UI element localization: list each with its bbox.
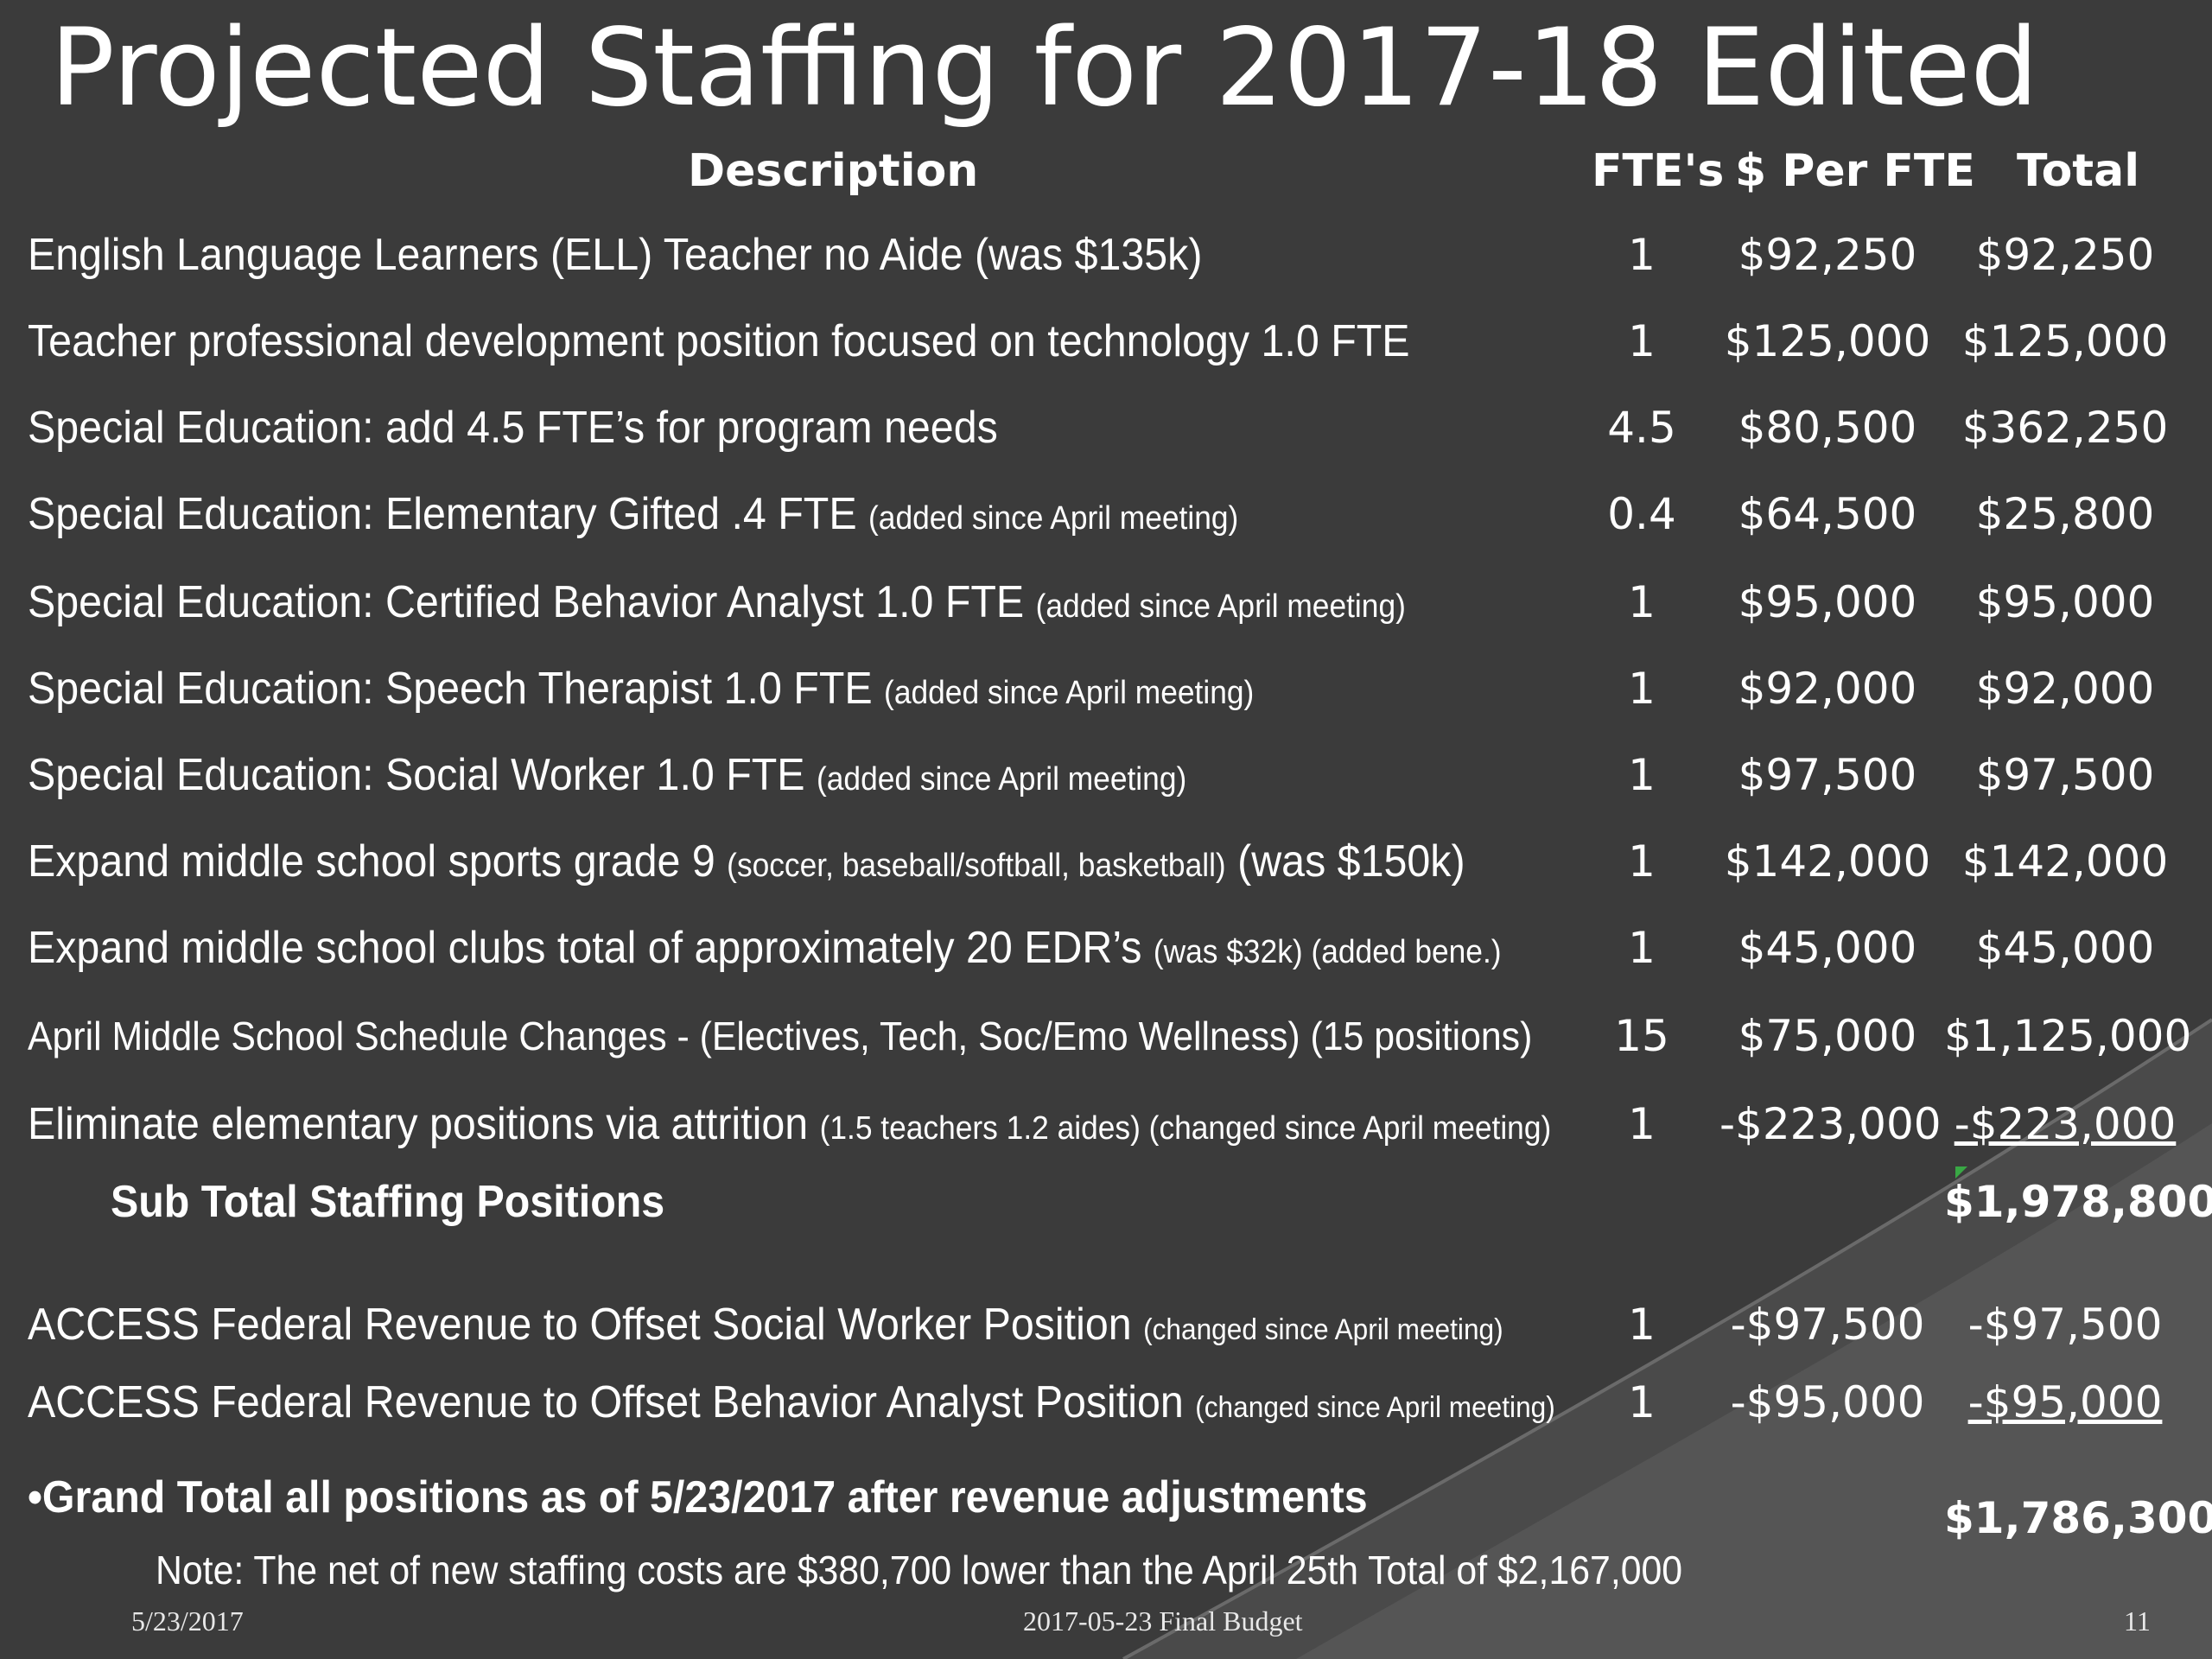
- row-description: ACCESS Federal Revenue to Offset Social …: [28, 1300, 1503, 1350]
- table-row: April Middle School Schedule Changes - (…: [0, 1006, 2212, 1066]
- table-row: Special Education: add 4.5 FTE’s for pro…: [0, 397, 2212, 458]
- row-description: Expand middle school sports grade 9 (soc…: [28, 836, 1465, 887]
- row-per-fte: $95,000: [1738, 577, 1917, 627]
- table-row: Special Education: Certified Behavior An…: [0, 572, 2212, 632]
- row-per-fte: $92,000: [1738, 664, 1917, 714]
- row-description: Special Education: add 4.5 FTE’s for pro…: [28, 403, 998, 453]
- row-fte: 1: [1628, 750, 1656, 800]
- subtotal-row: Sub Total Staffing Positions $1,978,800: [0, 1172, 2212, 1232]
- row-per-fte: $142,000: [1724, 836, 1931, 887]
- row-fte: 1: [1628, 664, 1656, 714]
- row-fte: 1: [1628, 1300, 1656, 1350]
- row-fte: 4.5: [1607, 403, 1676, 453]
- footer-date: 5/23/2017: [131, 1605, 244, 1637]
- row-description: Special Education: Certified Behavior An…: [28, 577, 1406, 627]
- row-tail: (was $150k): [1237, 836, 1465, 887]
- row-description: Special Education: Social Worker 1.0 FTE…: [28, 750, 1187, 800]
- table-row: Teacher professional development positio…: [0, 311, 2212, 372]
- row-total: -$223,000: [1954, 1099, 2177, 1149]
- row-total: $142,000: [1961, 836, 2169, 887]
- row-fte: 1: [1628, 836, 1656, 887]
- grand-total-row: •Grand Total all positions as of 5/23/20…: [0, 1467, 2212, 1528]
- row-description: Eliminate elementary positions via attri…: [28, 1099, 1552, 1149]
- row-note: (added since April meeting): [868, 500, 1239, 537]
- header-ftes: FTE's: [1592, 145, 1725, 197]
- row-description: Special Education: Elementary Gifted .4 …: [28, 489, 1239, 539]
- row-description: Expand middle school clubs total of appr…: [28, 923, 1502, 973]
- row-fte: 15: [1614, 1011, 1669, 1061]
- table-row: Expand middle school sports grade 9 (soc…: [0, 831, 2212, 892]
- slide-title: Projected Staffing for 2017-18 Edited: [50, 6, 2039, 130]
- row-fte: 1: [1628, 230, 1656, 280]
- row-note: (added since April meeting): [1035, 588, 1406, 625]
- row-total: $125,000: [1961, 316, 2169, 366]
- row-per-fte: $64,500: [1738, 489, 1917, 539]
- row-note: (was $32k) (added bene.): [1153, 934, 1502, 970]
- table-row: Special Education: Speech Therapist 1.0 …: [0, 658, 2212, 719]
- row-total: $97,500: [1975, 750, 2155, 800]
- row-total: $25,800: [1975, 489, 2155, 539]
- row-note: (changed since April meeting): [1195, 1391, 1555, 1424]
- revenue-row: ACCESS Federal Revenue to Offset Social …: [0, 1294, 2212, 1355]
- table-row: Special Education: Elementary Gifted .4 …: [0, 484, 2212, 544]
- row-per-fte: -$223,000: [1719, 1099, 1942, 1149]
- row-total: $1,125,000: [1944, 1011, 2192, 1061]
- table-row: English Language Learners (ELL) Teacher …: [0, 225, 2212, 285]
- row-per-fte: $80,500: [1738, 403, 1917, 453]
- row-per-fte: $125,000: [1724, 316, 1931, 366]
- row-total: -$95,000: [1967, 1377, 2163, 1427]
- row-total: $92,000: [1975, 664, 2155, 714]
- row-fte: 0.4: [1607, 489, 1676, 539]
- row-per-fte: -$95,000: [1730, 1377, 1925, 1427]
- row-description: Special Education: Speech Therapist 1.0 …: [28, 664, 1255, 714]
- subtotal-total: $1,978,800: [1944, 1177, 2212, 1227]
- row-per-fte: -$97,500: [1730, 1300, 1925, 1350]
- row-description: ACCESS Federal Revenue to Offset Behavio…: [28, 1377, 1555, 1427]
- grand-total-value: $1,786,300: [1944, 1493, 2212, 1543]
- header-description: Description: [688, 145, 979, 197]
- row-fte: 1: [1628, 923, 1656, 973]
- row-note: (added since April meeting): [884, 675, 1255, 711]
- table-row: Special Education: Social Worker 1.0 FTE…: [0, 745, 2212, 805]
- footer-title: 2017-05-23 Final Budget: [1023, 1605, 1303, 1637]
- row-per-fte: $97,500: [1738, 750, 1917, 800]
- row-per-fte: $75,000: [1738, 1011, 1917, 1061]
- table-row: Eliminate elementary positions via attri…: [0, 1094, 2212, 1154]
- subtotal-label: Sub Total Staffing Positions: [111, 1177, 665, 1227]
- row-note: (soccer, baseball/softball, basketball): [727, 848, 1226, 884]
- row-per-fte: $45,000: [1738, 923, 1917, 973]
- table-row: Expand middle school clubs total of appr…: [0, 918, 2212, 978]
- revenue-row: ACCESS Federal Revenue to Offset Behavio…: [0, 1372, 2212, 1433]
- row-per-fte: $92,250: [1738, 230, 1917, 280]
- row-total: -$97,500: [1967, 1300, 2163, 1350]
- footer-page-number: 11: [2124, 1605, 2151, 1637]
- row-fte: 1: [1628, 577, 1656, 627]
- header-per-fte: $ Per FTE: [1735, 145, 1975, 197]
- row-description: English Language Learners (ELL) Teacher …: [28, 230, 1203, 280]
- row-total: $362,250: [1961, 403, 2169, 453]
- row-note: (added since April meeting): [816, 761, 1187, 798]
- row-total: $45,000: [1975, 923, 2155, 973]
- row-description: Teacher professional development positio…: [28, 316, 1410, 366]
- footnote: Note: The net of new staffing costs are …: [156, 1548, 1683, 1592]
- row-fte: 1: [1628, 1099, 1656, 1149]
- row-description: April Middle School Schedule Changes - (…: [28, 1014, 1533, 1058]
- row-total: $95,000: [1975, 577, 2155, 627]
- row-total: $92,250: [1975, 230, 2155, 280]
- grand-total-value-row: $1,786,300: [0, 1488, 2212, 1548]
- header-total: Total: [2017, 145, 2140, 197]
- row-fte: 1: [1628, 316, 1656, 366]
- row-note: (changed since April meeting): [1143, 1313, 1503, 1346]
- row-fte: 1: [1628, 1377, 1656, 1427]
- cell-comment-marker: [1955, 1166, 1967, 1179]
- row-note: (1.5 teachers 1.2 aides) (changed since …: [819, 1110, 1552, 1147]
- grand-total-label: •Grand Total all positions as of 5/23/20…: [28, 1472, 1368, 1522]
